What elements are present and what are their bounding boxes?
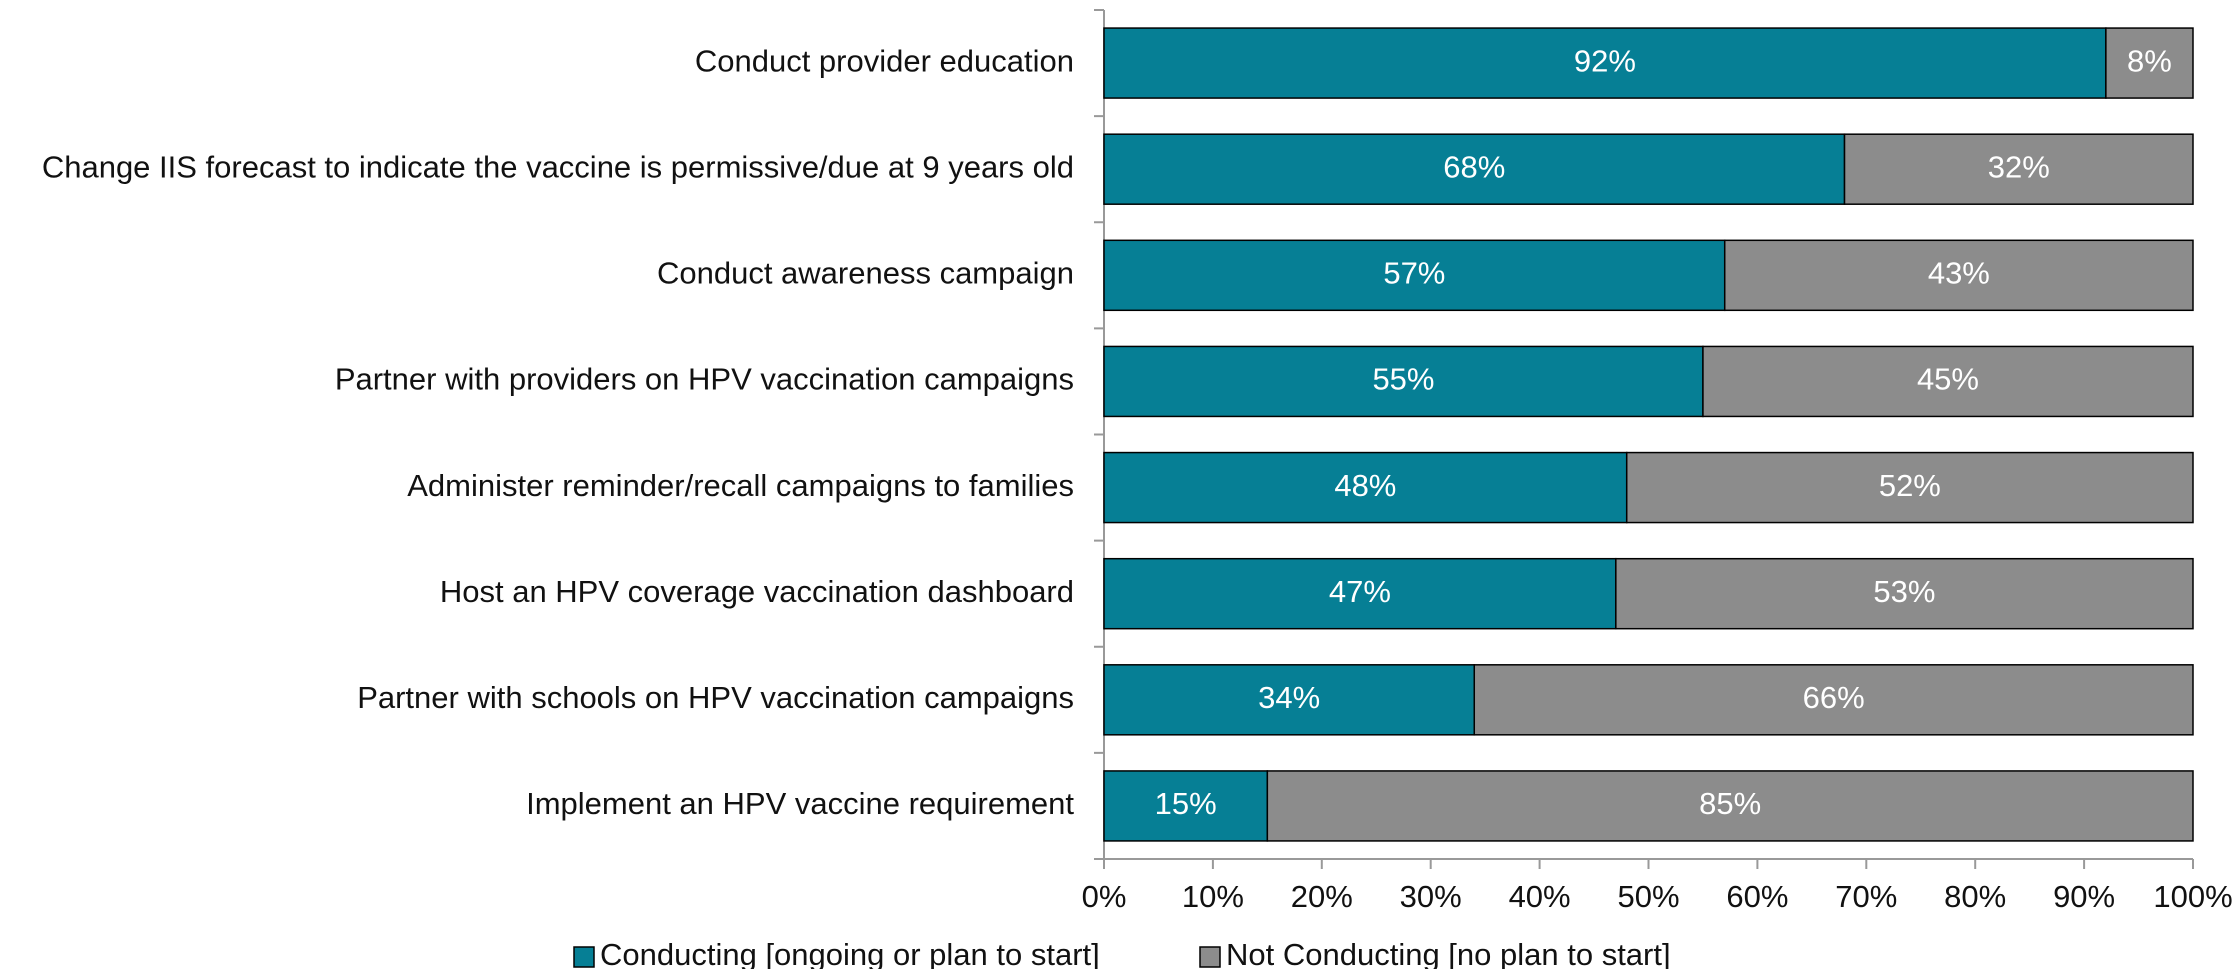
x-tick-label: 90% xyxy=(2053,879,2115,914)
value-label: 52% xyxy=(1879,468,1941,503)
bar-segment xyxy=(1843,133,2194,205)
category-label: Change IIS forecast to indicate the vacc… xyxy=(42,149,1074,184)
value-label: 57% xyxy=(1383,256,1445,291)
bar-segment xyxy=(2105,27,2194,99)
legend-label: Not Conducting [no plan to start] xyxy=(1226,937,1671,969)
value-label: 34% xyxy=(1258,680,1320,715)
category-label: Partner with providers on HPV vaccinatio… xyxy=(335,362,1074,397)
bar-segment xyxy=(1625,451,2194,524)
bar-segment xyxy=(1723,239,2194,312)
legend-label: Conducting [ongoing or plan to start] xyxy=(600,937,1100,969)
x-tick-label: 70% xyxy=(1835,879,1897,914)
x-tick-label: 40% xyxy=(1509,879,1571,914)
category-label: Conduct awareness campaign xyxy=(657,256,1074,291)
value-label: 32% xyxy=(1988,149,2050,184)
value-label: 85% xyxy=(1699,786,1761,821)
x-tick-label: 100% xyxy=(2153,879,2232,914)
bar-segment xyxy=(1103,239,1726,312)
category-label: Conduct provider education xyxy=(695,43,1074,78)
x-tick-label: 80% xyxy=(1944,879,2006,914)
value-label: 68% xyxy=(1443,149,1505,184)
x-tick-label: 10% xyxy=(1182,879,1244,914)
value-label: 8% xyxy=(2127,43,2172,78)
bar-segment xyxy=(1103,557,1617,630)
value-label: 66% xyxy=(1803,680,1865,715)
category-label: Host an HPV coverage vaccination dashboa… xyxy=(440,574,1074,609)
value-label: 47% xyxy=(1329,574,1391,609)
value-label: 55% xyxy=(1372,362,1434,397)
value-label: 92% xyxy=(1574,43,1636,78)
bar-segment xyxy=(1702,345,2194,418)
x-tick-label: 20% xyxy=(1291,879,1353,914)
category-label: Administer reminder/recall campaigns to … xyxy=(407,468,1074,503)
bar-segment xyxy=(1103,27,2107,99)
bar-segment xyxy=(1615,557,2194,630)
bar-segment xyxy=(1473,664,2194,736)
legend-swatch xyxy=(573,946,595,968)
x-tick-label: 30% xyxy=(1400,879,1462,914)
category-label: Implement an HPV vaccine requirement xyxy=(526,786,1074,821)
bar-segment xyxy=(1103,133,1846,205)
value-label: 48% xyxy=(1334,468,1396,503)
value-label: 53% xyxy=(1873,574,1935,609)
bar-segment xyxy=(1103,664,1476,736)
x-tick-label: 0% xyxy=(1082,879,1127,914)
value-label: 43% xyxy=(1928,256,1990,291)
value-label: 15% xyxy=(1155,786,1217,821)
x-tick-label: 60% xyxy=(1726,879,1788,914)
legend-swatch xyxy=(1199,946,1221,968)
value-label: 45% xyxy=(1917,362,1979,397)
bar-segment xyxy=(1103,345,1704,418)
bar-segment xyxy=(1103,770,1269,842)
x-tick-label: 50% xyxy=(1617,879,1679,914)
bar-segment xyxy=(1266,770,2194,842)
category-label: Partner with schools on HPV vaccination … xyxy=(357,680,1074,715)
